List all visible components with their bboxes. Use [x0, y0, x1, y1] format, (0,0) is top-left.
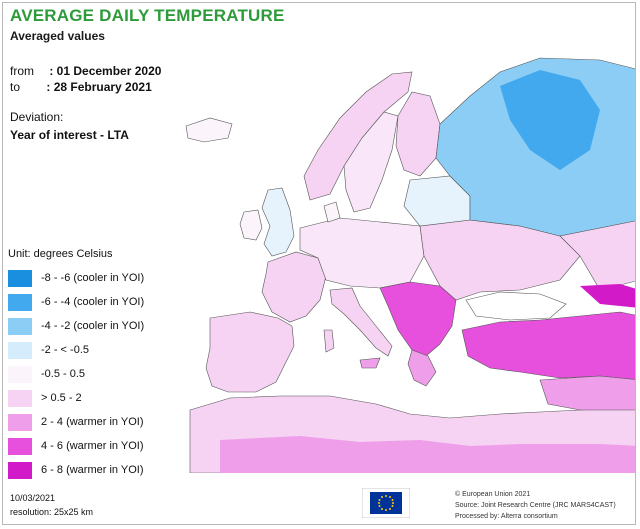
legend-swatch	[8, 317, 32, 335]
legend: Unit: degrees Celsius -8 - -6 (cooler in…	[8, 248, 145, 482]
legend-swatch	[8, 461, 32, 479]
region-france	[261, 251, 327, 323]
map-title: AVERAGE DAILY TEMPERATURE	[10, 6, 285, 25]
region-sweden	[343, 111, 399, 213]
resolution: resolution: 25x25 km	[10, 507, 94, 517]
region-iceland	[185, 117, 233, 143]
legend-item: > 0.5 - 2	[8, 386, 144, 410]
credits: © European Union 2021 Source: Joint Rese…	[455, 489, 616, 522]
legend-item: -6 - -4 (cooler in YOI)	[8, 290, 145, 314]
region-finland	[395, 91, 441, 177]
period-from: from : 01 December 2020	[10, 64, 161, 78]
legend-swatch	[8, 365, 32, 383]
region-russia-cold-core	[500, 70, 600, 170]
credit-processed: Processed by: Alterra consortium	[455, 513, 558, 520]
legend-item: -2 - < -0.5	[8, 338, 144, 362]
legend-item: -0.5 - 0.5	[8, 362, 144, 386]
region-denmark	[323, 201, 341, 223]
legend-label: > 0.5 - 2	[41, 392, 82, 404]
legend-label: -2 - < -0.5	[41, 344, 89, 356]
legend-item: 6 - 8 (warmer in YOI)	[8, 458, 144, 482]
region-caucasus	[580, 284, 635, 308]
region-sardinia	[323, 329, 335, 353]
region-great-britain	[261, 187, 295, 257]
region-greece	[407, 349, 437, 387]
legend-label: 6 - 8 (warmer in YOI)	[41, 464, 144, 476]
period-from-value: : 01 December 2020	[49, 64, 162, 78]
legend-label: -8 - -6 (cooler in YOI)	[41, 272, 145, 284]
legend-label: 2 - 4 (warmer in YOI)	[41, 416, 144, 428]
region-balkans	[379, 281, 457, 357]
legend-unit: Unit: degrees Celsius	[8, 248, 113, 260]
map-subtitle: Averaged values	[10, 29, 105, 43]
region-sicily	[359, 357, 381, 369]
legend-label: -4 - -2 (cooler in YOI)	[41, 320, 145, 332]
credit-source: Source: Joint Research Centre (JRC MARS4…	[455, 502, 616, 509]
legend-swatch	[8, 341, 32, 359]
period-to: to : 28 February 2021	[10, 80, 152, 94]
period-to-label: to	[10, 80, 21, 94]
legend-label: -0.5 - 0.5	[41, 368, 86, 380]
legend-item: 2 - 4 (warmer in YOI)	[8, 410, 144, 434]
deviation-label: Deviation:	[10, 110, 64, 124]
legend-swatch	[8, 293, 32, 311]
legend-label: -6 - -4 (cooler in YOI)	[41, 296, 145, 308]
legend-items: -8 - -6 (cooler in YOI) -6 - -4 (cooler i…	[8, 266, 145, 482]
legend-item: -4 - -2 (cooler in YOI)	[8, 314, 145, 338]
region-italy	[329, 287, 393, 357]
region-north-africa-warm	[220, 436, 635, 473]
eu-flag-icon	[362, 488, 410, 518]
legend-swatch	[8, 269, 32, 287]
region-anatolia	[461, 311, 635, 380]
period-from-label: from	[10, 64, 34, 78]
legend-label: 4 - 6 (warmer in YOI)	[41, 440, 144, 452]
legend-swatch	[8, 389, 32, 407]
issue-date: 10/03/2021	[10, 493, 56, 503]
period-to-value: : 28 February 2021	[46, 80, 152, 94]
region-ireland	[239, 209, 263, 241]
legend-swatch	[8, 437, 32, 455]
region-middle-east	[539, 375, 635, 411]
black-sea	[465, 291, 567, 321]
legend-item: -8 - -6 (cooler in YOI)	[8, 266, 145, 290]
credit-copyright: © European Union 2021	[455, 491, 531, 498]
region-iberia	[205, 311, 295, 393]
legend-item: 4 - 6 (warmer in YOI)	[8, 434, 144, 458]
legend-swatch	[8, 413, 32, 431]
deviation-value: Year of interest - LTA	[10, 128, 129, 142]
